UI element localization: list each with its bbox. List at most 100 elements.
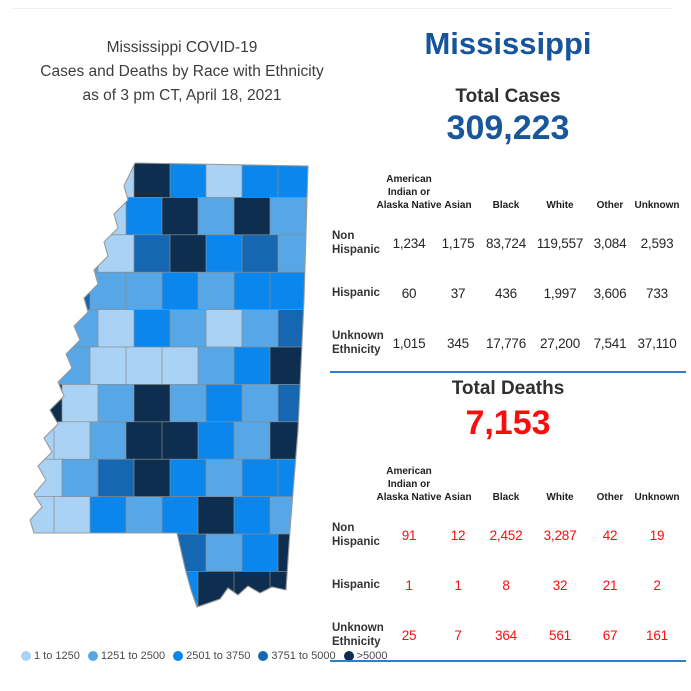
county-cell[interactable]: [53, 496, 92, 535]
county-cell[interactable]: [241, 309, 280, 348]
county-cell[interactable]: [28, 571, 56, 609]
county-cell[interactable]: [161, 571, 200, 609]
county-cell[interactable]: [28, 496, 56, 535]
county-cell[interactable]: [197, 421, 236, 461]
county-cell[interactable]: [28, 533, 64, 573]
county-cell[interactable]: [314, 235, 330, 273]
county-cell[interactable]: [133, 458, 172, 498]
county-cell[interactable]: [125, 346, 164, 386]
county-cell[interactable]: [197, 197, 236, 236]
county-cell[interactable]: [197, 271, 236, 311]
county-cell[interactable]: [133, 384, 172, 423]
county-cell[interactable]: [97, 309, 136, 348]
county-cell[interactable]: [28, 271, 56, 311]
county-cell[interactable]: [89, 571, 128, 609]
county-cell[interactable]: [277, 160, 315, 199]
county-cell[interactable]: [61, 234, 100, 274]
county-cell[interactable]: [269, 197, 308, 236]
county-cell[interactable]: [53, 197, 92, 236]
county-cell[interactable]: [169, 384, 208, 423]
county-cell[interactable]: [169, 309, 208, 348]
county-cell[interactable]: [305, 496, 330, 535]
county-cell[interactable]: [197, 571, 236, 609]
county-cell[interactable]: [97, 234, 136, 274]
county-cell[interactable]: [277, 309, 315, 348]
county-cell[interactable]: [97, 384, 136, 423]
county-cell[interactable]: [53, 421, 92, 461]
county-cell[interactable]: [161, 346, 200, 386]
county-cell[interactable]: [133, 160, 172, 199]
county-cell[interactable]: [197, 496, 236, 535]
county-cell[interactable]: [205, 160, 244, 199]
county-cell[interactable]: [89, 421, 128, 461]
county-cell[interactable]: [61, 458, 100, 498]
county-cell[interactable]: [61, 533, 100, 573]
county-cell[interactable]: [269, 421, 308, 461]
county-cell[interactable]: [97, 533, 136, 573]
county-cell[interactable]: [241, 533, 280, 573]
county-cell[interactable]: [241, 384, 280, 423]
county-cell[interactable]: [241, 160, 280, 199]
county-cell[interactable]: [233, 496, 272, 535]
county-cell[interactable]: [125, 571, 164, 609]
county-cell[interactable]: [277, 384, 315, 423]
county-cell[interactable]: [61, 309, 100, 348]
county-cell[interactable]: [205, 309, 244, 348]
county-cell[interactable]: [161, 496, 200, 535]
county-cell[interactable]: [205, 384, 244, 423]
county-cell[interactable]: [205, 533, 244, 573]
county-cell[interactable]: [161, 197, 200, 236]
county-cell[interactable]: [314, 160, 330, 198]
county-cell[interactable]: [28, 309, 64, 348]
county-cell[interactable]: [89, 271, 128, 311]
county-cell[interactable]: [233, 421, 272, 461]
county-cell[interactable]: [161, 421, 200, 461]
county-cell[interactable]: [305, 197, 330, 236]
county-cell[interactable]: [269, 271, 308, 311]
county-cell[interactable]: [233, 197, 272, 236]
county-cell[interactable]: [125, 197, 164, 236]
county-cell[interactable]: [169, 234, 208, 274]
county-cell[interactable]: [205, 458, 244, 498]
county-cell[interactable]: [233, 346, 272, 386]
county-cell[interactable]: [97, 458, 136, 498]
county-cell[interactable]: [169, 458, 208, 498]
county-cell[interactable]: [241, 458, 280, 498]
county-cell[interactable]: [241, 234, 280, 274]
county-cell[interactable]: [89, 197, 128, 236]
county-cell[interactable]: [53, 571, 92, 609]
county-cell[interactable]: [28, 346, 56, 386]
county-cell[interactable]: [169, 160, 208, 199]
county-cell[interactable]: [305, 421, 330, 461]
county-cell[interactable]: [53, 346, 92, 386]
county-cell[interactable]: [125, 271, 164, 311]
county-cell[interactable]: [133, 533, 172, 573]
county-cell[interactable]: [97, 160, 136, 199]
county-cell[interactable]: [28, 160, 64, 199]
county-cell[interactable]: [314, 384, 330, 422]
county-cell[interactable]: [61, 384, 100, 423]
county-cell[interactable]: [28, 384, 64, 423]
county-cell[interactable]: [61, 160, 100, 199]
county-cell[interactable]: [269, 571, 308, 609]
county-cell[interactable]: [133, 309, 172, 348]
county-cell[interactable]: [89, 496, 128, 535]
county-cell[interactable]: [314, 534, 330, 572]
county-cell[interactable]: [233, 271, 272, 311]
county-cell[interactable]: [125, 496, 164, 535]
county-cell[interactable]: [269, 496, 308, 535]
county-cell[interactable]: [314, 310, 330, 348]
county-cell[interactable]: [28, 234, 64, 274]
county-cell[interactable]: [89, 346, 128, 386]
county-cell[interactable]: [28, 197, 56, 236]
county-cell[interactable]: [169, 533, 208, 573]
county-cell[interactable]: [277, 234, 315, 274]
county-cell[interactable]: [133, 234, 172, 274]
county-cell[interactable]: [305, 271, 330, 311]
county-cell[interactable]: [205, 234, 244, 274]
county-cell[interactable]: [125, 421, 164, 461]
county-cell[interactable]: [314, 459, 330, 497]
county-cell[interactable]: [28, 421, 56, 461]
county-cell[interactable]: [305, 346, 330, 386]
county-cell[interactable]: [277, 533, 315, 573]
